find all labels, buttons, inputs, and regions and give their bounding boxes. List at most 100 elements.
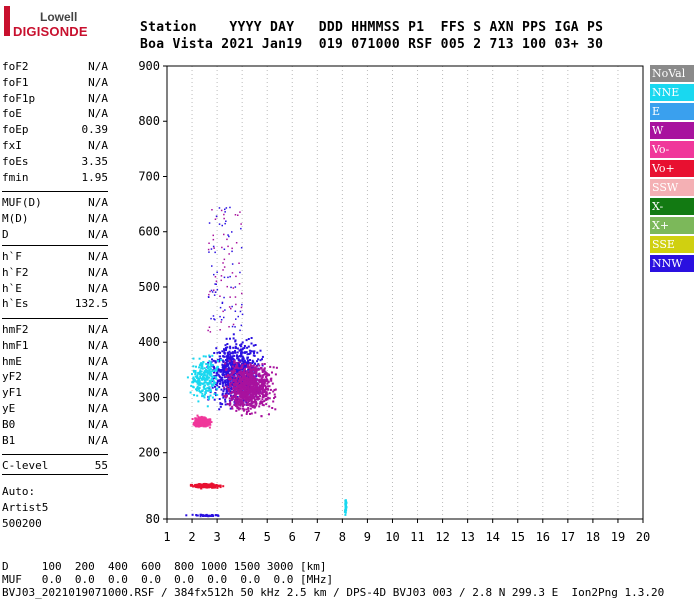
data-point-sparse: [207, 248, 210, 251]
data-point-nne: [198, 382, 201, 385]
data-point-sparse: [226, 285, 228, 288]
data-point-w: [250, 380, 253, 383]
param-row-ye: yE N/A: [2, 402, 108, 417]
data-point-sparse: [229, 206, 231, 209]
data-point-nne: [203, 384, 206, 387]
data-point-vo: [205, 483, 208, 485]
data-point-sparse: [218, 207, 221, 209]
data-point-nnw: [252, 344, 255, 347]
data-point-w: [239, 372, 242, 375]
data-point-w: [248, 391, 251, 394]
data-point-nnw: [256, 351, 259, 354]
data-point-nnw: [222, 361, 225, 363]
param-row-he: h`E N/A: [2, 282, 108, 297]
data-point-nnw: [213, 367, 216, 370]
data-point-sparse: [228, 253, 230, 255]
data-point-nnw: [223, 371, 226, 374]
data-point-w: [261, 398, 264, 401]
data-point-w: [233, 399, 236, 402]
data-point-w: [242, 382, 245, 385]
data-point-sparse: [220, 321, 222, 323]
data-point-nnw: [225, 349, 227, 351]
data-point-sparse: [235, 318, 237, 320]
data-point-nnw: [212, 359, 215, 362]
data-point-w: [239, 391, 242, 394]
data-point-nnw: [214, 514, 217, 517]
data-point-nne: [215, 377, 218, 380]
x-tick-label: 7: [314, 530, 321, 544]
data-point-nnw: [240, 343, 243, 346]
data-point-nnw: [222, 396, 225, 399]
data-point-nnw: [226, 389, 229, 391]
data-point-nne: [344, 513, 347, 516]
data-point-nnw: [247, 338, 250, 340]
data-point-vo: [193, 422, 195, 425]
data-point-nnw: [236, 355, 238, 357]
data-point-w: [262, 389, 264, 392]
data-point-nne: [210, 372, 212, 375]
data-point-nne: [205, 368, 207, 371]
data-point-nne: [194, 370, 197, 372]
data-point-w: [266, 374, 269, 377]
data-point-sparse: [212, 315, 215, 317]
data-point-nnw: [227, 366, 230, 369]
data-point-nnw: [213, 398, 216, 401]
data-point-w: [255, 367, 258, 370]
data-point-nnw: [232, 337, 235, 340]
data-point-nne: [200, 373, 203, 376]
data-point-sparse: [224, 208, 226, 211]
data-point-vo: [201, 424, 204, 427]
data-point-w: [260, 380, 263, 383]
data-point-vo: [201, 417, 204, 420]
data-point-nnw: [215, 372, 218, 375]
data-point-w: [239, 386, 242, 389]
data-point-w: [261, 363, 264, 366]
data-point-sparse: [234, 326, 236, 328]
param-value: N/A: [88, 433, 108, 447]
data-point-w: [238, 388, 241, 391]
data-point-w: [254, 383, 257, 386]
data-point-w: [263, 400, 266, 403]
x-tick-label: 14: [485, 530, 499, 544]
data-point-nne: [191, 373, 193, 376]
data-point-nnw: [259, 359, 262, 362]
data-point-w: [254, 401, 257, 404]
data-point-w: [236, 405, 239, 408]
data-point-nnw: [223, 366, 226, 369]
x-tick-label: 11: [410, 530, 424, 544]
data-point-nnw: [222, 367, 225, 370]
data-point-nnw: [219, 352, 221, 354]
data-point-nne: [344, 511, 347, 514]
data-point-nnw: [221, 381, 224, 384]
data-point-w: [266, 387, 269, 390]
data-point-nne: [196, 389, 198, 392]
data-point-w: [239, 370, 242, 373]
data-point-nne: [207, 363, 210, 366]
data-point-w: [246, 380, 249, 383]
data-point-nne: [209, 368, 212, 370]
data-point-nne: [192, 377, 195, 380]
data-point-nne: [201, 367, 204, 370]
data-point-w: [239, 376, 242, 379]
data-point-sparse: [220, 275, 223, 277]
data-point-w: [225, 368, 228, 371]
data-point-sparse: [221, 301, 224, 304]
data-point-w: [239, 407, 242, 410]
data-point-w: [237, 382, 240, 384]
data-point-sparse: [230, 286, 232, 289]
data-point-nnw: [225, 347, 228, 350]
data-point-nnw: [230, 386, 233, 389]
logo-main-text: DIGISONDE: [13, 24, 88, 39]
data-point-w: [258, 402, 261, 405]
data-point-vo: [194, 484, 197, 487]
data-point-vo: [219, 484, 222, 487]
data-point-w: [222, 395, 225, 398]
data-point-vo: [203, 417, 206, 420]
data-point-w: [261, 401, 264, 404]
data-point-sparse: [234, 296, 237, 298]
param-row-fxi: fxI N/A: [2, 139, 108, 154]
data-point-nnw: [205, 514, 208, 517]
param-row-fof2: foF2 N/A: [2, 60, 108, 75]
data-point-nne: [203, 373, 206, 376]
data-point-nnw: [207, 361, 210, 364]
